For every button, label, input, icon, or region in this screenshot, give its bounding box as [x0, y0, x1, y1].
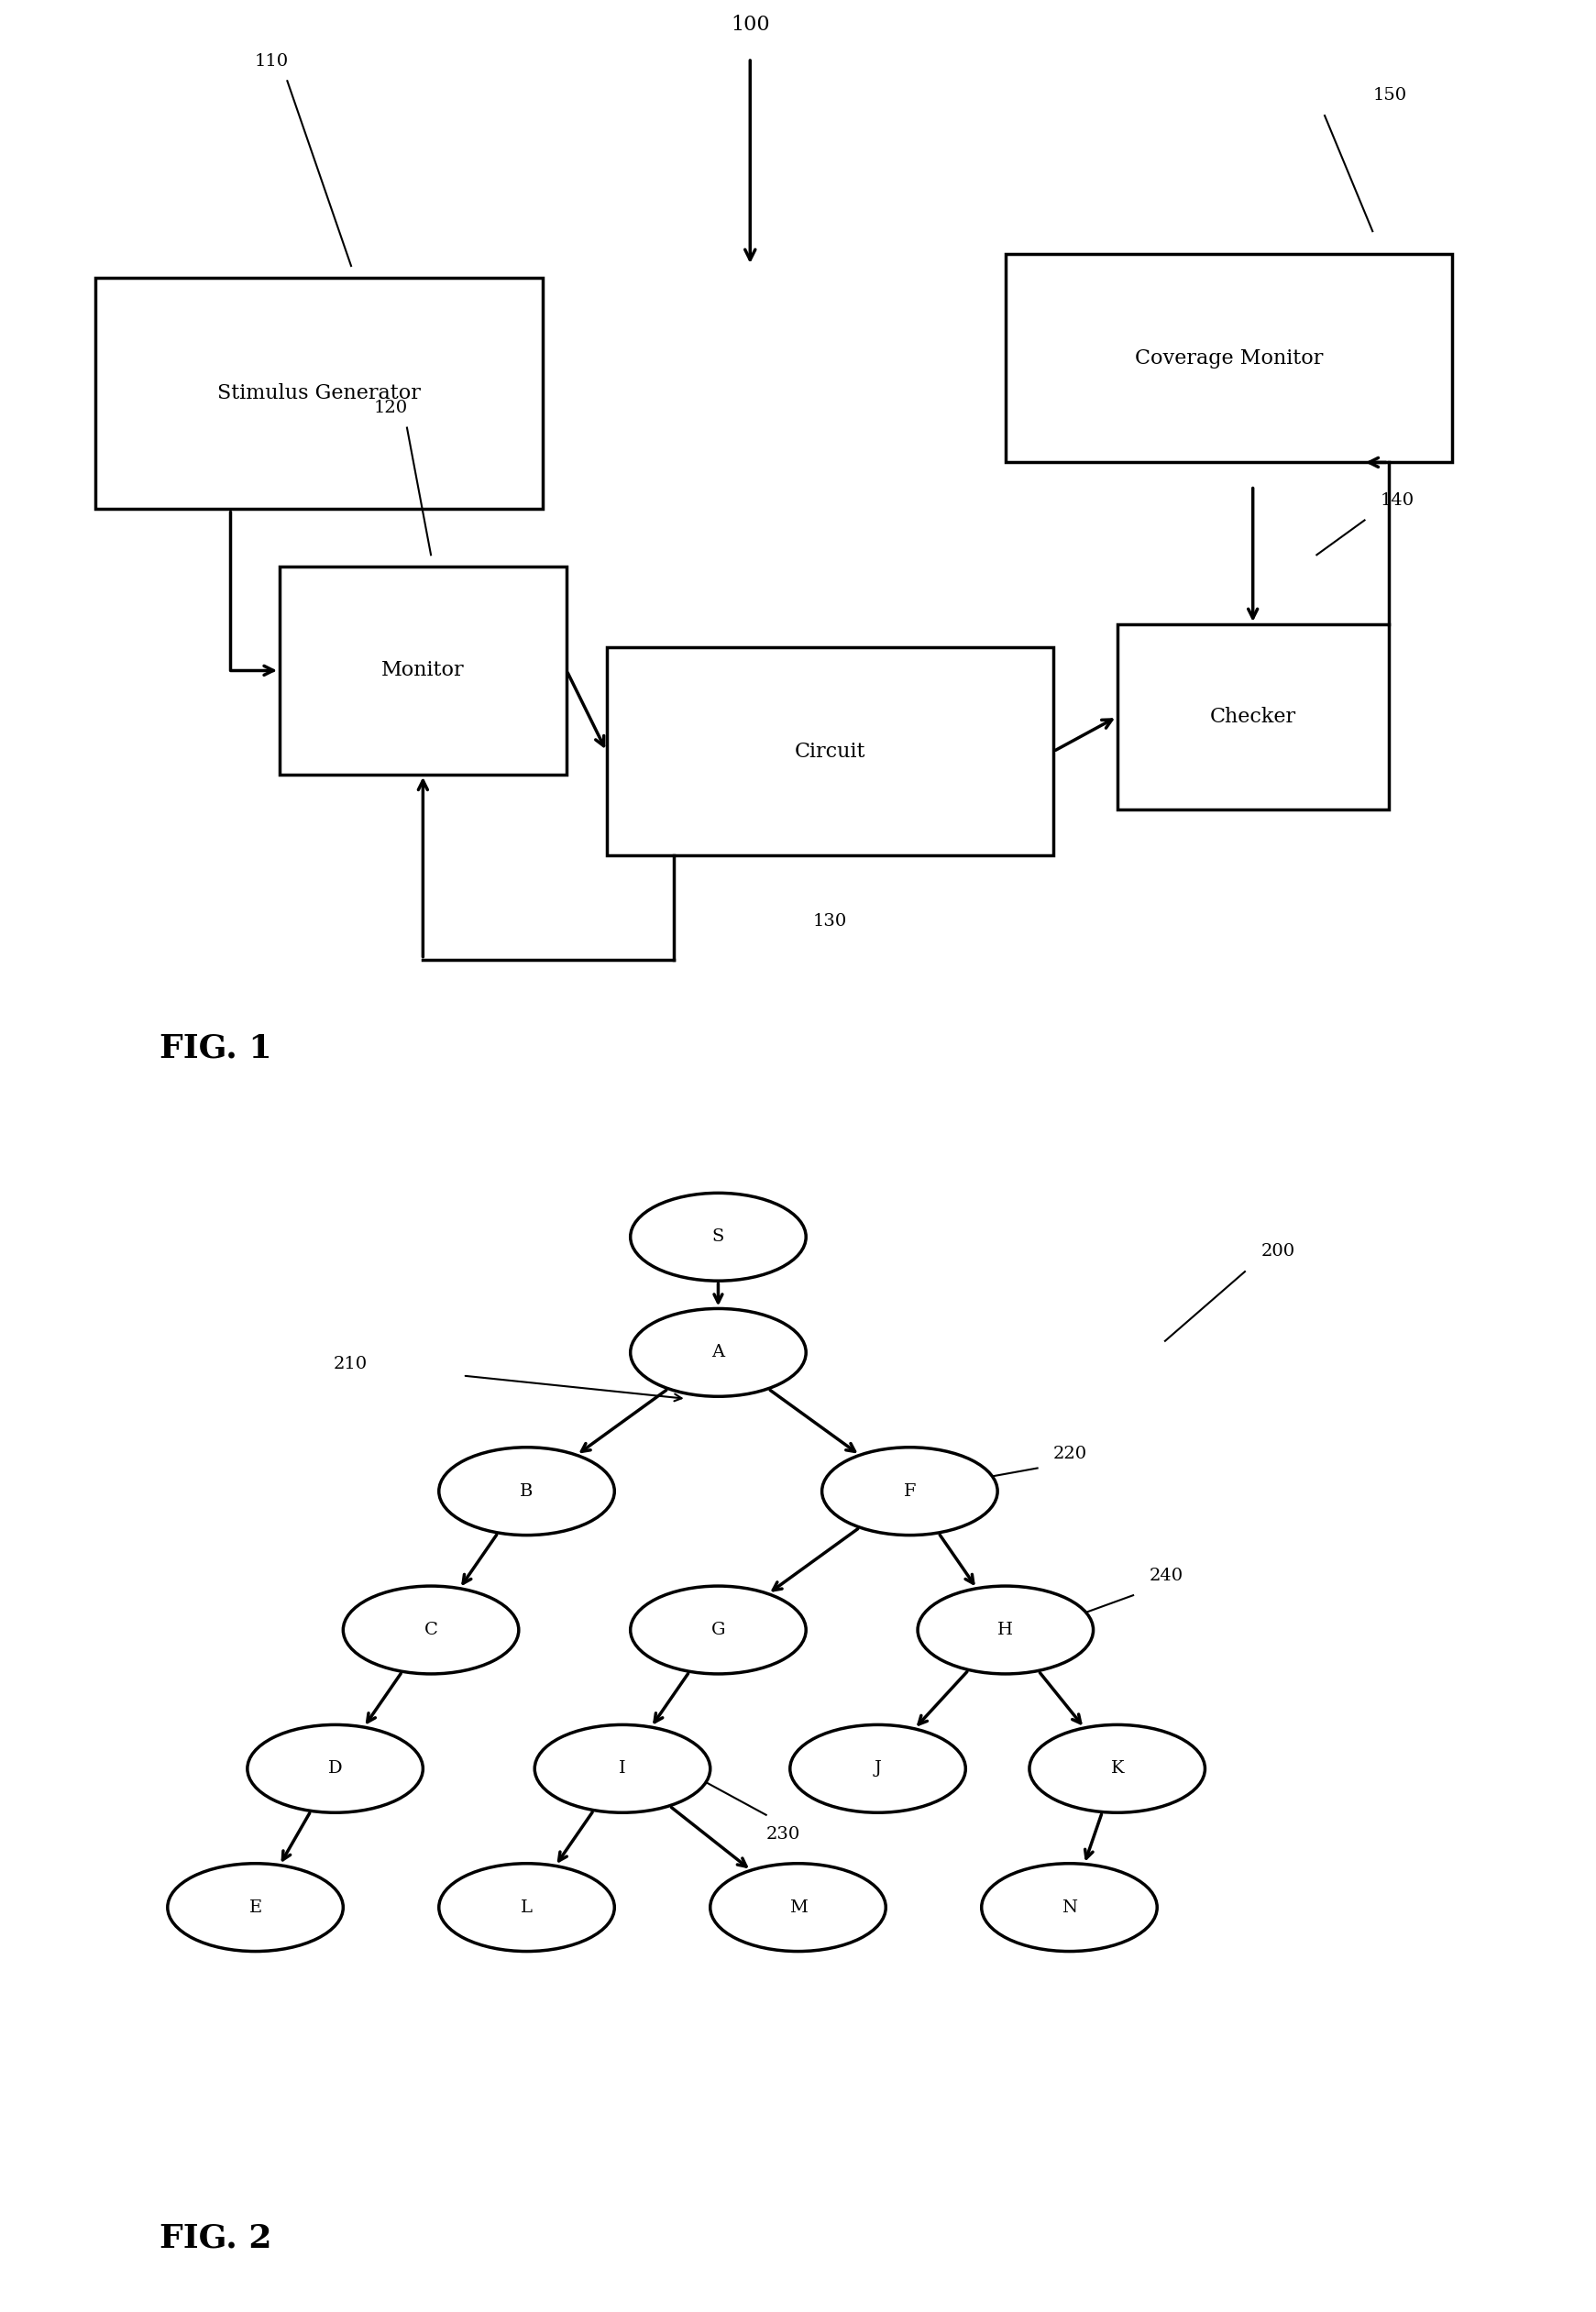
Text: Monitor: Monitor [381, 661, 464, 680]
Text: M: M [788, 1898, 808, 1917]
Text: 230: 230 [766, 1826, 800, 1843]
Ellipse shape [535, 1725, 710, 1813]
Text: 120: 120 [373, 400, 409, 416]
Text: 110: 110 [254, 53, 289, 69]
Ellipse shape [710, 1863, 886, 1951]
Text: F: F [903, 1482, 916, 1500]
Text: Stimulus Generator: Stimulus Generator [217, 384, 421, 402]
Text: Checker: Checker [1210, 707, 1296, 726]
Ellipse shape [822, 1447, 998, 1535]
Text: FIG. 1: FIG. 1 [160, 1033, 271, 1064]
Ellipse shape [439, 1447, 614, 1535]
Ellipse shape [630, 1193, 806, 1281]
Text: 240: 240 [1149, 1568, 1183, 1584]
Ellipse shape [343, 1586, 519, 1674]
Text: N: N [1061, 1898, 1077, 1917]
Text: 150: 150 [1373, 88, 1406, 104]
Ellipse shape [630, 1586, 806, 1674]
Text: 200: 200 [1261, 1244, 1294, 1260]
Text: FIG. 2: FIG. 2 [160, 2224, 271, 2254]
Text: 130: 130 [812, 913, 847, 929]
Text: H: H [998, 1621, 1013, 1639]
Ellipse shape [630, 1309, 806, 1396]
Text: D: D [329, 1759, 342, 1778]
Ellipse shape [168, 1863, 343, 1951]
Ellipse shape [247, 1725, 423, 1813]
Text: Coverage Monitor: Coverage Monitor [1135, 349, 1323, 368]
Ellipse shape [1029, 1725, 1205, 1813]
FancyBboxPatch shape [96, 277, 543, 509]
Ellipse shape [790, 1725, 966, 1813]
Ellipse shape [439, 1863, 614, 1951]
Text: S: S [712, 1228, 725, 1246]
FancyBboxPatch shape [1005, 254, 1452, 462]
Text: C: C [425, 1621, 437, 1639]
Text: 100: 100 [731, 14, 769, 35]
Text: B: B [520, 1482, 533, 1500]
Text: G: G [712, 1621, 725, 1639]
Ellipse shape [918, 1586, 1093, 1674]
FancyBboxPatch shape [606, 647, 1053, 855]
Text: K: K [1111, 1759, 1124, 1778]
Text: Circuit: Circuit [795, 742, 865, 761]
Text: J: J [875, 1759, 881, 1778]
Text: 140: 140 [1381, 492, 1414, 509]
Text: E: E [249, 1898, 262, 1917]
Text: 220: 220 [1053, 1445, 1087, 1463]
Text: L: L [520, 1898, 533, 1917]
Text: 210: 210 [334, 1355, 367, 1373]
FancyBboxPatch shape [1117, 624, 1389, 809]
Text: A: A [712, 1343, 725, 1362]
Text: I: I [619, 1759, 626, 1778]
Ellipse shape [982, 1863, 1157, 1951]
FancyBboxPatch shape [279, 566, 567, 775]
